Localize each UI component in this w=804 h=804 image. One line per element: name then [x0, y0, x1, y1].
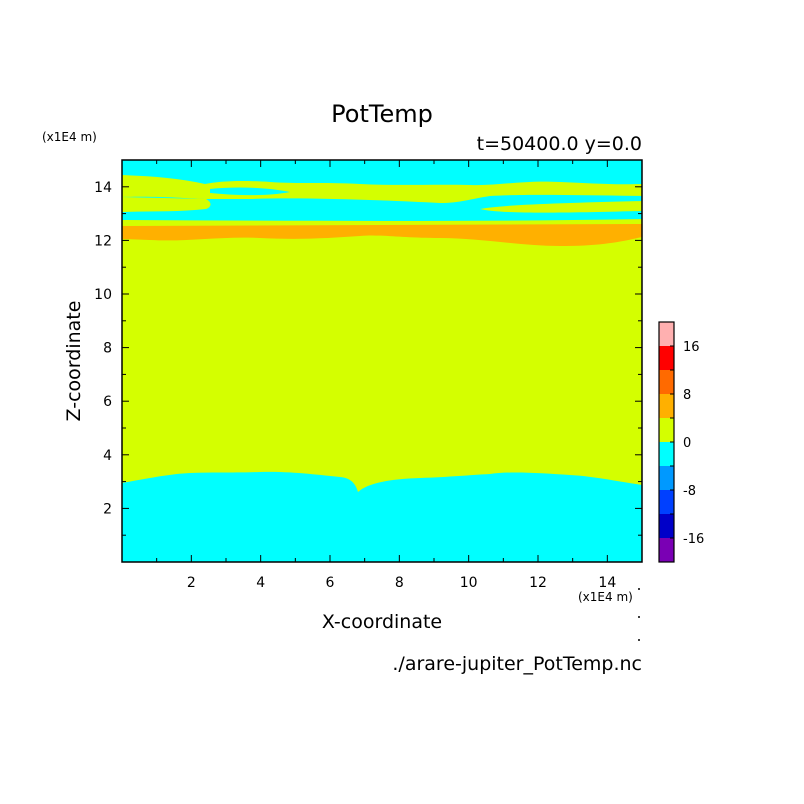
y-tick-label: 6 — [103, 394, 112, 410]
region-top-cool-band — [122, 160, 642, 186]
x-unit-label: (x1E4 m) — [578, 590, 633, 604]
x-tick-label: 14 — [598, 575, 616, 591]
x-tick-label: 8 — [395, 575, 404, 591]
region-lower-cool — [122, 471, 642, 562]
y-tick-label: 12 — [94, 233, 112, 249]
region-warm-band — [122, 224, 642, 246]
dot-mark — [638, 588, 640, 590]
region-upper-cool-band — [122, 194, 642, 221]
colorbar-segment — [659, 442, 674, 466]
colorbar-segment — [659, 370, 674, 394]
y-tick-label: 8 — [103, 341, 112, 357]
colorbar-segment — [659, 490, 674, 514]
colorbar-segment — [659, 466, 674, 490]
colorbar: 16 8 0 -8 -16 — [658, 321, 704, 563]
colorbar-tick-label: -8 — [683, 484, 696, 499]
x-axis: 2 4 6 8 10 12 14 — [156, 160, 616, 591]
colorbar-tick-label: 16 — [683, 340, 700, 355]
dot-mark — [638, 616, 640, 618]
colorbar-segment — [659, 418, 674, 442]
colorbar-tick-label: 8 — [683, 388, 691, 403]
colorbar-segment — [659, 394, 674, 418]
x-tick-label: 12 — [529, 575, 547, 591]
dot-mark — [638, 639, 640, 641]
y-axis: 2 4 6 8 10 12 14 — [94, 180, 642, 536]
z-unit-label: (x1E4 m) — [42, 130, 97, 144]
x-tick-label: 10 — [460, 575, 478, 591]
chart-subtitle: t=50400.0 y=0.0 — [477, 133, 642, 155]
colorbar-segment — [659, 346, 674, 370]
chart-title: PotTemp — [331, 100, 433, 128]
region-top-cool-spot — [210, 187, 290, 196]
x-axis-label: X-coordinate — [322, 611, 442, 633]
y-tick-label: 4 — [103, 448, 112, 464]
y-tick-label: 2 — [103, 501, 112, 517]
y-axis-label: Z-coordinate — [63, 301, 85, 422]
plot-area — [122, 160, 642, 562]
colorbar-segment — [659, 322, 674, 346]
y-tick-label: 14 — [94, 180, 112, 196]
y-tick-label: 10 — [94, 287, 112, 303]
source-file-label: ./arare-jupiter_PotTemp.nc — [392, 653, 642, 675]
colorbar-segment — [659, 538, 674, 562]
colorbar-tick-label: -16 — [683, 532, 704, 547]
colorbar-segment — [659, 514, 674, 538]
colorbar-tick-label: 0 — [683, 436, 691, 451]
plot-frame — [121, 159, 643, 563]
x-tick-label: 6 — [326, 575, 335, 591]
x-tick-label: 4 — [256, 575, 265, 591]
x-tick-label: 2 — [187, 575, 196, 591]
